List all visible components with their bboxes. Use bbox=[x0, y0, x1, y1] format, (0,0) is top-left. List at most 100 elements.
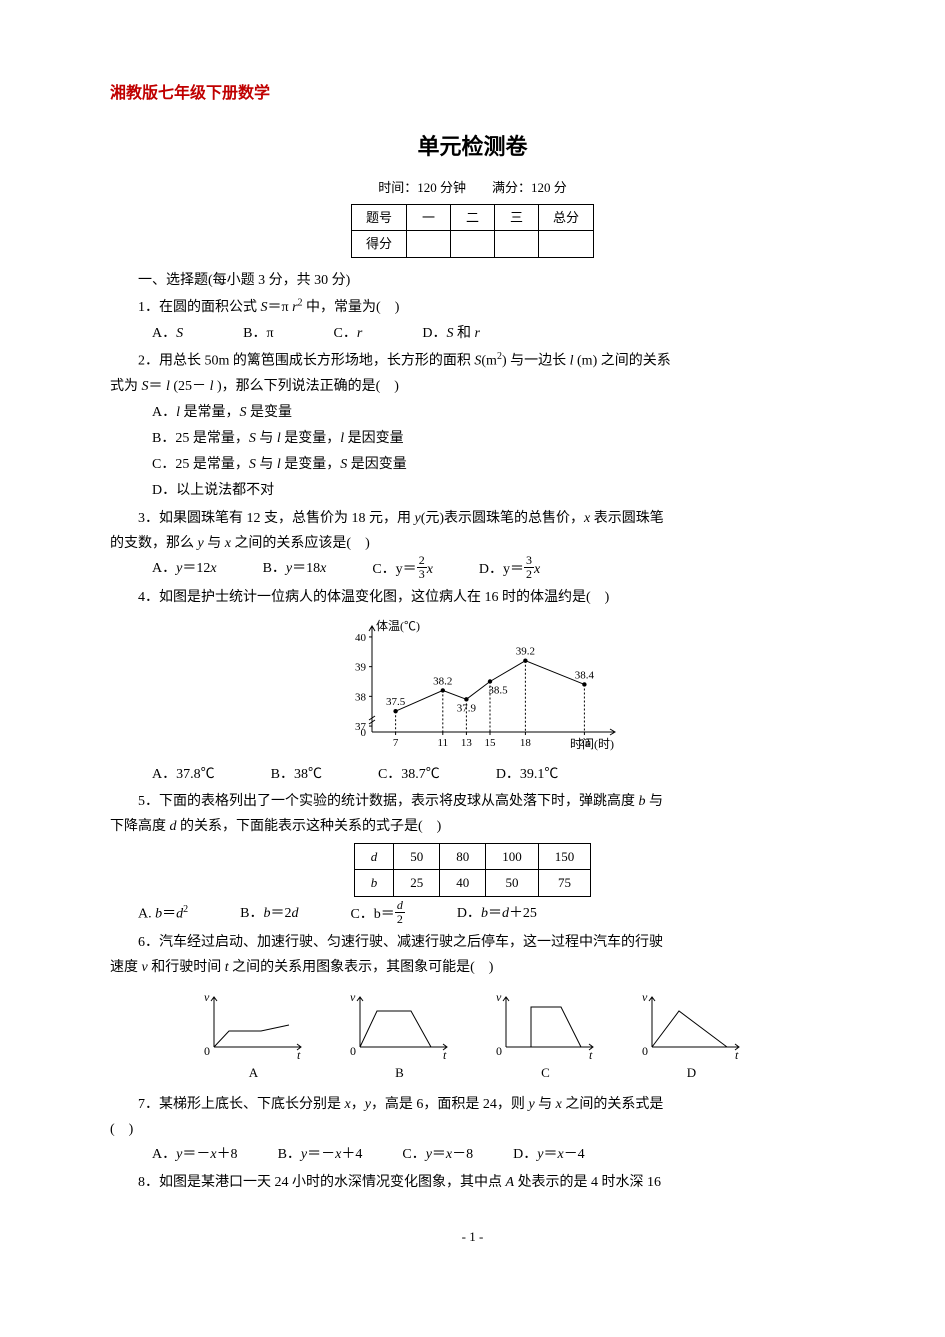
svg-text:t: t bbox=[443, 1048, 447, 1059]
td: 80 bbox=[440, 844, 486, 870]
question-6-line2: 速度 v 和行驶时间 t 之间的关系用图象表示，其图象可能是( ) bbox=[110, 955, 835, 980]
question-7-line1: 7．某梯形上底长、下底长分别是 x，y，高是 6，面积是 24，则 y 与 x … bbox=[110, 1092, 835, 1117]
textbook-header: 湘教版七年级下册数学 bbox=[110, 80, 835, 109]
question-6-line1: 6．汽车经过启动、加速行驶、匀速行驶、减速行驶之后停车，这一过程中汽车的行驶 bbox=[110, 930, 835, 955]
svg-text:11: 11 bbox=[437, 737, 448, 749]
th-total: 总分 bbox=[539, 204, 594, 230]
svg-text:38.5: 38.5 bbox=[488, 684, 508, 696]
q1-opt-a: A．S bbox=[152, 321, 183, 346]
q6-graph-a: vt0 A bbox=[199, 989, 309, 1084]
q4-opt-c: C．38.7℃ bbox=[378, 762, 440, 787]
q7-opt-d: D．y＝x－4 bbox=[513, 1142, 585, 1167]
q3-opt-b: B．y＝18x bbox=[263, 556, 327, 583]
q7-opt-a: A．y＝－x＋8 bbox=[152, 1142, 238, 1167]
svg-text:39: 39 bbox=[355, 661, 367, 673]
page-number: - 1 - bbox=[110, 1225, 835, 1248]
q5-options: A. b＝d2 B．b＝2d C．b＝d2 D．b＝d＋25 bbox=[110, 901, 835, 928]
td-blank bbox=[495, 231, 539, 257]
q6-graph-b: vt0 B bbox=[345, 989, 455, 1084]
temperature-chart: 373839400体温(℃)时间(时)7111315182337.538.237… bbox=[328, 619, 618, 754]
q5-opt-d: D．b＝d＋25 bbox=[457, 901, 537, 928]
graph-b: vt0 bbox=[345, 989, 455, 1059]
svg-text:18: 18 bbox=[519, 737, 531, 749]
q5-opt-c: C．b＝d2 bbox=[350, 901, 404, 928]
svg-text:13: 13 bbox=[460, 737, 472, 749]
q2-opt-c: C．25 是常量，S 与 l 是变量，S 是因变量 bbox=[152, 452, 835, 477]
svg-text:0: 0 bbox=[204, 1044, 210, 1058]
q5-opt-b: B．b＝2d bbox=[240, 901, 298, 928]
question-5-line1: 5．下面的表格列出了一个实验的统计数据，表示将皮球从高处落下时，弹跳高度 b 与 bbox=[110, 789, 835, 814]
svg-text:0: 0 bbox=[350, 1044, 356, 1058]
q5-table: d 50 80 100 150 b 25 40 50 75 bbox=[354, 843, 592, 897]
q1-opt-d: D．S 和 r bbox=[422, 321, 480, 346]
question-4: 4．如图是护士统计一位病人的体温变化图，这位病人在 16 时的体温约是( ) bbox=[110, 585, 835, 610]
q3-options: A．y＝12x B．y＝18x C．y＝23x D．y＝32x bbox=[110, 556, 835, 583]
question-3-line1: 3．如果圆珠笔有 12 支，总售价为 18 元，用 y(元)表示圆珠笔的总售价，… bbox=[110, 506, 835, 531]
q2-options: A．l 是常量，S 是变量 B．25 是常量，S 与 l 是变量，l 是因变量 … bbox=[110, 400, 835, 504]
time-score-line: 时间：120 分钟 满分：120 分 bbox=[110, 176, 835, 199]
label-b: B bbox=[345, 1061, 455, 1084]
question-8: 8．如图是某港口一天 24 小时的水深情况变化图象，其中点 A 处表示的是 4 … bbox=[110, 1170, 835, 1195]
graph-a: v t 0 bbox=[199, 989, 309, 1059]
td-score-label: 得分 bbox=[351, 231, 406, 257]
svg-text:v: v bbox=[204, 990, 210, 1004]
td-blank bbox=[451, 231, 495, 257]
svg-text:40: 40 bbox=[355, 631, 367, 643]
svg-text:时间(时): 时间(时) bbox=[570, 737, 614, 751]
q1-opt-c: C．r bbox=[334, 321, 363, 346]
q4-opt-a: A．37.8℃ bbox=[152, 762, 215, 787]
svg-text:v: v bbox=[496, 990, 502, 1004]
td: 40 bbox=[440, 870, 486, 896]
th-2: 二 bbox=[451, 204, 495, 230]
q4-chart: 373839400体温(℃)时间(时)7111315182337.538.237… bbox=[110, 619, 835, 754]
page-title: 单元检测卷 bbox=[110, 127, 835, 167]
svg-text:37.9: 37.9 bbox=[456, 702, 476, 714]
q1-options: A．S B．π C．r D．S 和 r bbox=[110, 321, 835, 346]
table-row: 得分 bbox=[351, 231, 593, 257]
q5-opt-a: A. b＝d2 bbox=[138, 901, 188, 928]
svg-text:t: t bbox=[589, 1048, 593, 1059]
q7-opt-c: C．y＝x－8 bbox=[402, 1142, 473, 1167]
svg-text:体温(℃): 体温(℃) bbox=[376, 619, 420, 633]
td-d: d bbox=[354, 844, 394, 870]
section-1-heading: 一、选择题(每小题 3 分，共 30 分) bbox=[110, 268, 835, 293]
td-blank bbox=[539, 231, 594, 257]
q1-text: 1．在圆的面积公式 S＝π r2 中，常量为( ) bbox=[138, 300, 399, 315]
q6-graph-c: vt0 C bbox=[491, 989, 601, 1084]
td: 50 bbox=[486, 870, 539, 896]
q7-opt-b: B．y＝－x＋4 bbox=[278, 1142, 363, 1167]
q6-graphs: vt0 A vt0 B vt0 C vt0 D bbox=[110, 989, 835, 1084]
table-row: 题号 一 二 三 总分 bbox=[351, 204, 593, 230]
svg-text:38.2: 38.2 bbox=[433, 675, 452, 687]
svg-text:0: 0 bbox=[360, 727, 366, 739]
td: 100 bbox=[486, 844, 539, 870]
th-num: 题号 bbox=[351, 204, 406, 230]
q4-opt-d: D．39.1℃ bbox=[496, 762, 559, 787]
q3-opt-a: A．y＝12x bbox=[152, 556, 217, 583]
question-2-line2: 式为 S＝ l (25－ l )，那么下列说法正确的是( ) bbox=[110, 374, 835, 399]
td: 150 bbox=[538, 844, 591, 870]
th-1: 一 bbox=[407, 204, 451, 230]
q6-graph-d: vt0 D bbox=[637, 989, 747, 1084]
svg-text:t: t bbox=[735, 1048, 739, 1059]
q2-opt-d: D．以上说法都不对 bbox=[152, 478, 835, 503]
svg-text:v: v bbox=[642, 990, 648, 1004]
svg-text:15: 15 bbox=[484, 737, 496, 749]
q2-opt-b: B．25 是常量，S 与 l 是变量，l 是因变量 bbox=[152, 426, 835, 451]
q1-opt-b: B．π bbox=[243, 321, 273, 346]
svg-text:23: 23 bbox=[578, 737, 590, 749]
q3-opt-c: C．y＝23x bbox=[372, 556, 433, 583]
question-5-line2: 下降高度 d 的关系，下面能表示这种关系的式子是( ) bbox=[110, 814, 835, 839]
th-3: 三 bbox=[495, 204, 539, 230]
q2-opt-a: A．l 是常量，S 是变量 bbox=[152, 400, 835, 425]
svg-text:t: t bbox=[297, 1048, 301, 1059]
td: 25 bbox=[394, 870, 440, 896]
svg-text:0: 0 bbox=[496, 1044, 502, 1058]
label-d: D bbox=[637, 1061, 747, 1084]
q4-opt-b: B．38℃ bbox=[271, 762, 322, 787]
graph-d: vt0 bbox=[637, 989, 747, 1059]
question-3-line2: 的支数，那么 y 与 x 之间的关系应该是( ) bbox=[110, 531, 835, 556]
question-7-line2: ( ) bbox=[110, 1117, 835, 1142]
td-b: b bbox=[354, 870, 394, 896]
graph-c: v t 0 bbox=[491, 989, 601, 1059]
